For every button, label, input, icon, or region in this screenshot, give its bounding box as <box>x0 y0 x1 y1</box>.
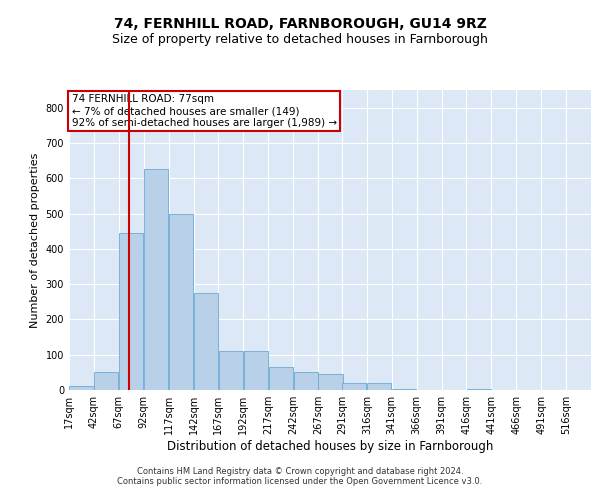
Bar <box>144 170 168 390</box>
Bar <box>343 383 367 390</box>
Text: 74 FERNHILL ROAD: 77sqm
← 7% of detached houses are smaller (149)
92% of semi-de: 74 FERNHILL ROAD: 77sqm ← 7% of detached… <box>71 94 337 128</box>
Bar <box>467 389 491 390</box>
Bar <box>70 386 94 390</box>
Text: Contains public sector information licensed under the Open Government Licence v3: Contains public sector information licen… <box>118 477 482 486</box>
Y-axis label: Number of detached properties: Number of detached properties <box>30 152 40 328</box>
Bar <box>319 374 343 390</box>
Text: Size of property relative to detached houses in Farnborough: Size of property relative to detached ho… <box>112 32 488 46</box>
Bar <box>293 372 317 390</box>
Text: 74, FERNHILL ROAD, FARNBOROUGH, GU14 9RZ: 74, FERNHILL ROAD, FARNBOROUGH, GU14 9RZ <box>113 18 487 32</box>
Bar <box>94 372 118 390</box>
X-axis label: Distribution of detached houses by size in Farnborough: Distribution of detached houses by size … <box>167 440 493 453</box>
Bar <box>194 293 218 390</box>
Bar <box>367 383 391 390</box>
Bar <box>219 351 243 390</box>
Bar <box>269 367 293 390</box>
Bar <box>119 233 143 390</box>
Bar <box>169 214 193 390</box>
Text: Contains HM Land Registry data © Crown copyright and database right 2024.: Contains HM Land Registry data © Crown c… <box>137 467 463 476</box>
Bar <box>244 351 268 390</box>
Bar <box>392 389 416 390</box>
